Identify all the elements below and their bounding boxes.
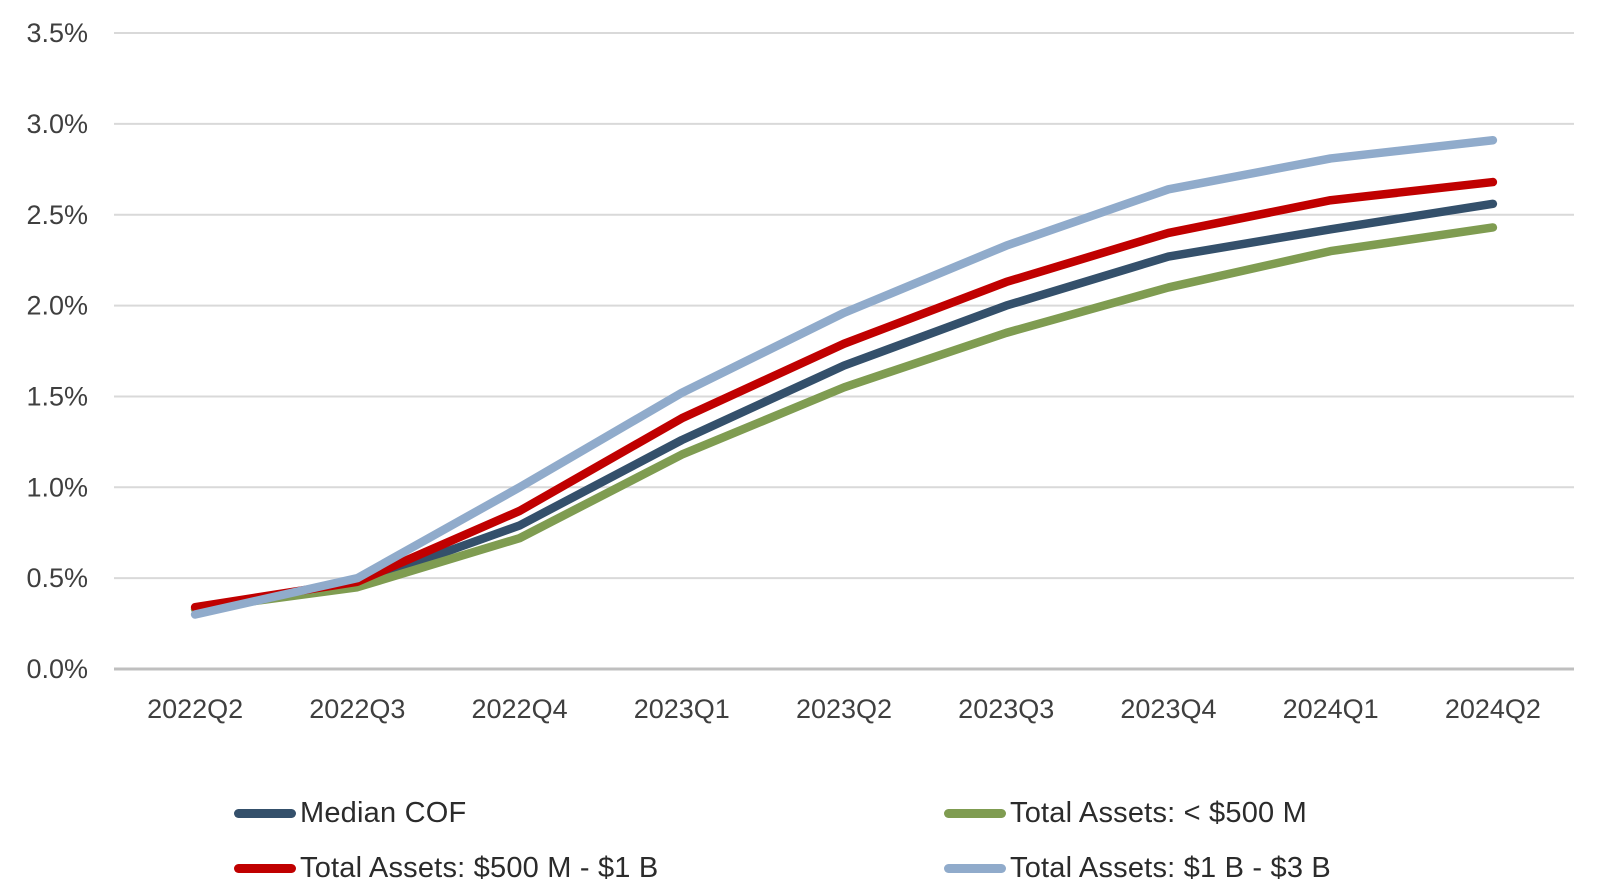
legend-item-under-500m: Total Assets: < $500 M	[944, 797, 1307, 830]
x-tick-label: 2024Q1	[1283, 694, 1379, 724]
legend-swatch-500m-1b	[234, 864, 296, 873]
legend-swatch-under-500m	[944, 809, 1006, 818]
legend-label-500m-1b: Total Assets: $500 M - $1 B	[300, 852, 659, 884]
legend-label-median-cof: Median COF	[300, 797, 467, 829]
legend-label-under-500m: Total Assets: < $500 M	[1010, 797, 1307, 829]
y-tick-label: 2.0%	[26, 291, 88, 321]
legend-item-median-cof: Median COF	[234, 797, 466, 830]
y-tick-label: 1.0%	[26, 472, 88, 502]
y-tick-label: 2.5%	[26, 200, 88, 230]
x-tick-label: 2023Q2	[796, 694, 892, 724]
legend-swatch-1b-3b	[944, 864, 1006, 873]
legend-item-1b-3b: Total Assets: $1 B - $3 B	[944, 852, 1331, 885]
y-tick-label: 1.5%	[26, 381, 88, 411]
x-tick-label: 2023Q1	[634, 694, 730, 724]
legend-item-500m-1b: Total Assets: $500 M - $1 B	[234, 852, 658, 885]
x-tick-label: 2022Q2	[147, 694, 243, 724]
x-tick-label: 2022Q3	[309, 694, 405, 724]
x-tick-label: 2023Q3	[958, 694, 1054, 724]
series-line	[190, 177, 1498, 612]
series-line	[190, 136, 1498, 619]
x-tick-label: 2024Q2	[1445, 694, 1541, 724]
series-line	[190, 199, 1498, 614]
legend-swatch-median-cof	[234, 809, 296, 818]
y-tick-label: 3.5%	[26, 18, 88, 48]
x-tick-label: 2022Q4	[472, 694, 568, 724]
x-tick-label: 2023Q4	[1120, 694, 1216, 724]
y-tick-label: 0.0%	[26, 654, 88, 684]
y-tick-label: 0.5%	[26, 563, 88, 593]
y-tick-label: 3.0%	[26, 109, 88, 139]
legend-label-1b-3b: Total Assets: $1 B - $3 B	[1010, 852, 1331, 884]
series-line	[190, 223, 1498, 614]
